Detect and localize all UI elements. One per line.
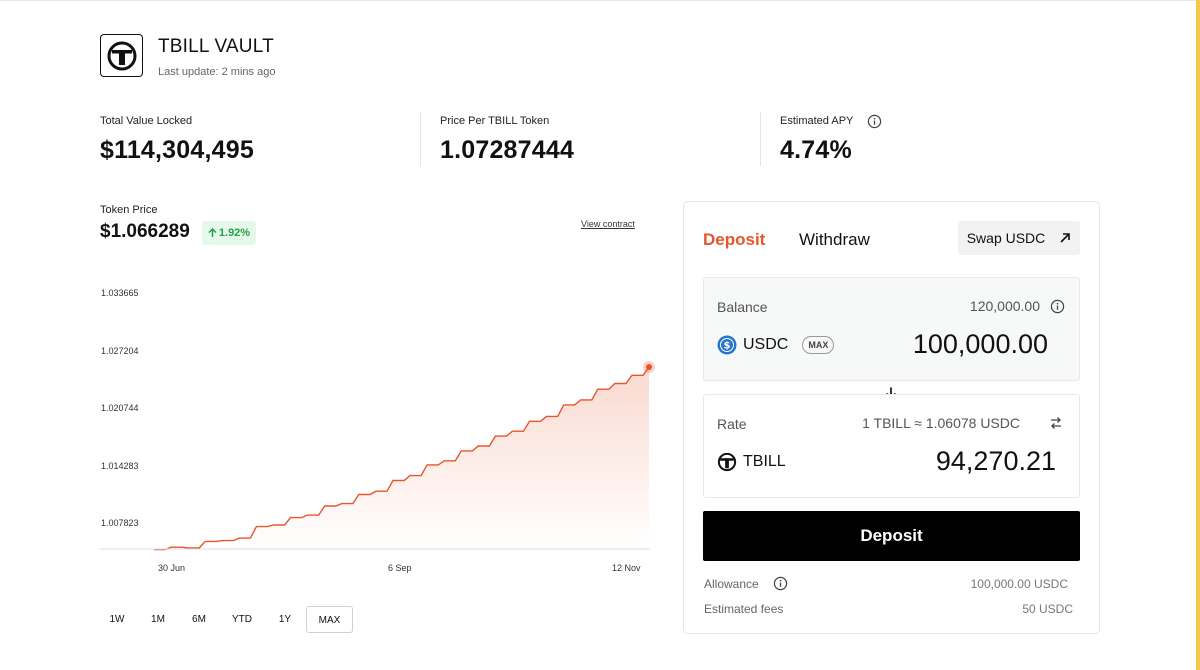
allowance-label: Allowance (704, 576, 759, 591)
info-icon[interactable] (1050, 299, 1065, 314)
input-amount-box (703, 277, 1080, 381)
arrow-up-icon (208, 228, 217, 237)
range-1m-button[interactable]: 1M (151, 614, 165, 625)
chart-end-point[interactable] (646, 364, 652, 370)
info-icon[interactable] (773, 576, 788, 591)
allowance-value: 100,000.00 USDC (970, 577, 1068, 591)
chart-series-line (154, 366, 650, 551)
last-update: Last update: 2 mins ago (158, 66, 275, 78)
stat-tvl-value: $114,304,495 (100, 136, 254, 164)
tbill-logo (100, 34, 143, 77)
stat-tvl: Total Value Locked $114,304,495 (100, 114, 254, 165)
swap-arrows-icon[interactable] (1048, 415, 1064, 431)
tbill-logo-icon (107, 41, 136, 70)
receive-amount: 94,270.21 (935, 446, 1056, 476)
y-tick-label: 1.020744 (101, 403, 139, 413)
range-6m-button[interactable]: 6M (192, 614, 206, 625)
tab-deposit[interactable]: Deposit (703, 230, 766, 249)
swap-usdc-button[interactable]: Swap USDC (958, 221, 1080, 255)
view-contract-link[interactable]: View contract (581, 219, 635, 229)
arrow-up-right-icon (1060, 233, 1071, 243)
rate-label: Rate (717, 416, 747, 432)
stat-price-value: 1.07287444 (440, 136, 575, 164)
stat-apy-value: 4.74% (780, 136, 852, 164)
input-token-label: USDC (743, 336, 789, 353)
token-price-label: Token Price (100, 204, 158, 216)
page-title: TBILL VAULT (158, 36, 274, 57)
token-price-value: $1.066289 (100, 221, 190, 242)
deposit-panel (683, 201, 1100, 634)
stat-price-label: Price Per TBILL Token (440, 115, 550, 127)
info-icon[interactable] (867, 114, 882, 129)
rate-value: 1 TBILL ≈ 1.06078 USDC (862, 415, 1020, 431)
rate-row: 1 TBILL ≈ 1.06078 USDC (862, 415, 1064, 431)
chart-end-point-halo (643, 361, 655, 373)
price-change-value: 1.92% (218, 227, 251, 239)
chart-area (154, 367, 649, 550)
y-tick-label: 1.007823 (101, 518, 139, 528)
x-tick-label: 30 Jun (158, 563, 186, 573)
balance-label: Balance (717, 299, 768, 315)
stat-divider (420, 112, 421, 166)
range-1y-button[interactable]: 1Y (278, 614, 292, 625)
deposit-button[interactable]: Deposit (703, 511, 1080, 561)
balance-value: 120,000.00 (969, 298, 1040, 314)
deposit-amount-input[interactable]: 100,000.00 (912, 329, 1048, 359)
range-ytd-button[interactable]: YTD (232, 614, 252, 625)
top-divider (0, 0, 1200, 1)
scrollbar[interactable] (1196, 0, 1200, 670)
tab-withdraw[interactable]: Withdraw (799, 230, 870, 249)
range-max-button[interactable]: MAX (306, 606, 353, 633)
x-tick-label: 12 Nov (612, 563, 641, 573)
range-1w-button[interactable]: 1W (109, 614, 125, 625)
last-update-label: Last update: (158, 66, 219, 78)
stat-apy-label: Estimated APY (780, 115, 854, 127)
stat-apy: Estimated APY 4.74% (780, 114, 882, 165)
last-update-value: 2 mins ago (221, 66, 276, 78)
max-button[interactable]: MAX (802, 336, 835, 354)
output-token-label: TBILL (743, 453, 786, 470)
stat-tvl-label: Total Value Locked (100, 115, 193, 127)
output-token: TBILL (717, 452, 786, 472)
swap-usdc-label: Swap USDC (966, 230, 1046, 246)
fees-label: Estimated fees (704, 602, 784, 616)
stat-price: Price Per TBILL Token 1.07287444 (440, 114, 574, 165)
usdc-icon: $ (717, 335, 737, 355)
output-amount-box (703, 394, 1080, 498)
allowance-row: Allowance (704, 576, 788, 591)
input-token-selector[interactable]: $ USDC MAX (717, 335, 835, 355)
fees-value: 50 USDC (1022, 602, 1073, 616)
stat-apy-label-row: Estimated APY (780, 114, 882, 128)
y-tick-label: 1.014283 (101, 461, 139, 471)
price-change-badge: 1.92% (202, 221, 256, 245)
x-tick-label: 6 Sep (388, 563, 412, 573)
y-tick-label: 1.033665 (101, 288, 139, 298)
tbill-icon (717, 452, 737, 472)
stat-divider (760, 112, 761, 166)
svg-text:$: $ (724, 341, 731, 352)
balance-row: 120,000.00 (970, 298, 1065, 314)
y-tick-label: 1.027204 (101, 346, 139, 356)
